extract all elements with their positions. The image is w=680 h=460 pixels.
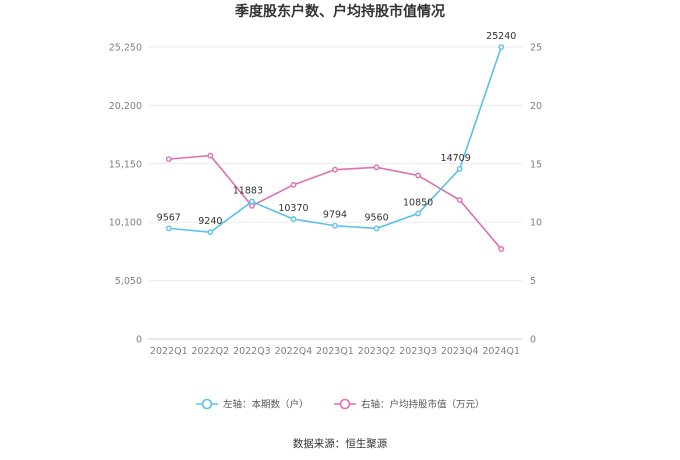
data-point [290, 216, 297, 222]
x-tick-label: 2023Q1 [316, 346, 354, 357]
data-point [207, 152, 214, 159]
series-layer: 9567 9240 11883 10370 9794 9560 10850 14709 2524… [157, 31, 516, 252]
data-point [498, 44, 505, 51]
data-point [456, 197, 463, 203]
left-tick-label: 10,100 [109, 218, 142, 229]
right-tick-label: 0 [530, 335, 536, 346]
x-tick-label: 2023Q3 [399, 346, 437, 357]
series-line [168, 46, 502, 233]
x-tick-label: 2024Q1 [482, 346, 520, 357]
left-tick-label: 15,150 [109, 159, 142, 170]
right-tick-label: 10 [530, 218, 542, 229]
right-axis-ticks: 0 5 10 15 20 25 [530, 43, 542, 346]
x-tick-label: 2023Q2 [358, 346, 396, 357]
data-point [332, 166, 338, 173]
x-tick-label: 2022Q3 [233, 346, 271, 357]
legend-label: 右轴：户均持股市值（万元） [361, 399, 485, 411]
data-point [415, 210, 422, 217]
left-tick-label: 20,200 [109, 101, 142, 112]
legend-label: 左轴：本期数（户） [223, 399, 309, 411]
x-axis-ticks: 2022Q1 2022Q2 2022Q3 2022Q4 2023Q1 2023Q2 2023… [148, 338, 522, 357]
data-label: 10850 [403, 198, 433, 209]
right-tick-label: 20 [530, 101, 542, 112]
data-point [248, 198, 255, 205]
left-tick-label: 5,050 [115, 276, 142, 287]
data-point [456, 165, 463, 172]
right-tick-label: 15 [530, 159, 542, 170]
legend-swatch-marker [339, 398, 351, 410]
data-source-note: 数据来源：恒生聚源 [293, 437, 388, 450]
data-point [415, 172, 422, 179]
legend-swatch-marker [201, 398, 213, 410]
left-axis-ticks: 0 5,050 10,100 15,150 20,200 25,250 [109, 43, 142, 346]
data-label: 25240 [486, 31, 516, 42]
data-point [165, 156, 172, 163]
data-label: 9567 [157, 212, 181, 223]
data-point [332, 222, 338, 229]
data-label: 11883 [233, 186, 263, 197]
legend: 左轴：本期数（户） 右轴：户均持股市值（万元） [196, 399, 485, 411]
data-point [498, 246, 505, 252]
legend-item: 左轴：本期数（户） [196, 399, 309, 411]
data-point [290, 181, 297, 188]
right-tick-label: 5 [530, 276, 536, 287]
x-tick-label: 2022Q2 [191, 346, 229, 357]
series-avg-value [165, 152, 505, 252]
data-point [207, 229, 214, 236]
data-label: 14709 [441, 153, 471, 164]
data-label: 10370 [278, 203, 308, 214]
data-point [165, 225, 172, 232]
series-holders: 9567 9240 11883 10370 9794 9560 10850 14709 2524… [157, 31, 516, 236]
x-tick-label: 2022Q1 [150, 346, 188, 357]
legend-item: 右轴：户均持股市值（万元） [334, 399, 485, 411]
x-tick-label: 2022Q4 [275, 346, 313, 357]
data-label: 9794 [323, 210, 347, 221]
right-tick-label: 25 [530, 43, 542, 54]
chart-title: 季度股东户数、户均持股市值情况 [234, 3, 445, 20]
grid-layer [148, 46, 522, 340]
data-point [373, 164, 380, 171]
data-label: 9560 [364, 212, 388, 223]
data-label: 9240 [198, 216, 222, 227]
left-tick-label: 25,250 [109, 43, 142, 54]
x-tick-label: 2023Q4 [441, 346, 479, 357]
left-tick-label: 0 [136, 335, 142, 346]
data-point [373, 225, 380, 232]
